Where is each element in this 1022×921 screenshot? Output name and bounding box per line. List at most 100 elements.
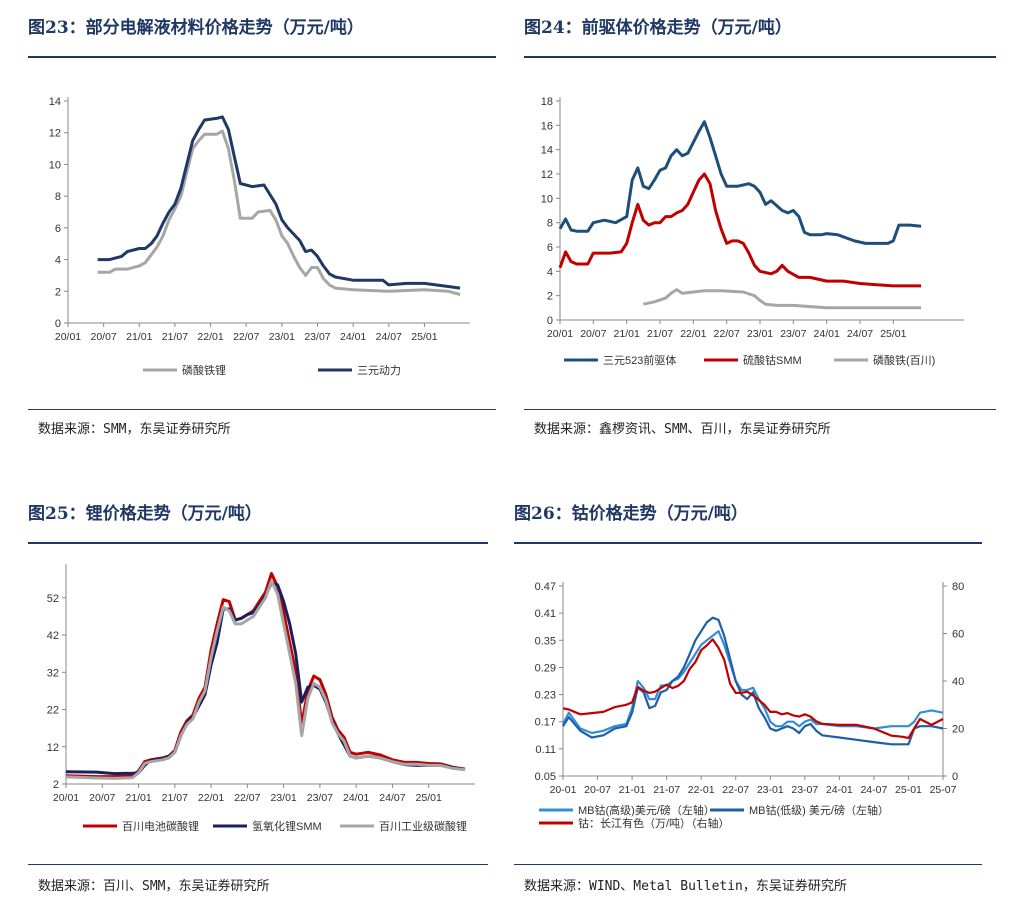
y-tick-label: 0 — [55, 318, 61, 330]
x-tick-label: 22/07 — [233, 331, 259, 343]
source-rule — [28, 409, 496, 410]
y2-tick-label: 20 — [952, 724, 964, 736]
legend-label: 三元动力 — [357, 364, 401, 377]
series-line-2 — [65, 581, 466, 776]
y-tick-label: 0.47 — [535, 581, 556, 593]
y-tick-label: 0 — [547, 315, 553, 327]
source-note: 数据来源：WIND、Metal Bulletin，东吴证券研究所 — [524, 879, 847, 894]
panel-fig23: 图23：部分电解液材料价格走势（万元/吨） 0 2 4 6 8 10 12 14 20/01 20… — [28, 0, 498, 460]
x-tick-label: 20/01 — [53, 792, 79, 804]
x-tick-label: 23/07 — [780, 328, 806, 340]
title-rule — [28, 542, 488, 544]
x-tick-label: 22/01 — [197, 331, 223, 343]
series-line-3 — [65, 579, 466, 780]
x-tick-label: 24/01 — [340, 331, 366, 343]
y-tick-label: 16 — [541, 120, 553, 132]
x-tick-label: 25/01 — [880, 328, 906, 340]
legend-label: 磷酸铁(百川) — [873, 353, 935, 367]
x-tick-label: 23-07 — [791, 784, 818, 796]
legend-label: 百川电池碳酸锂 — [122, 819, 199, 833]
x-tick-label: 20/07 — [580, 328, 606, 340]
y-tick-label: 18 — [541, 96, 553, 108]
legend-label: 硫酸钴SMM — [743, 353, 802, 367]
x-tick-label: 22/01 — [198, 792, 224, 804]
y-tick-label: 10 — [541, 193, 553, 205]
y-tick-label: 6 — [547, 242, 553, 254]
x-tick-label: 21/07 — [647, 328, 673, 340]
title-rule — [524, 56, 996, 58]
legend-label: 氢氧化锂SMM — [252, 819, 322, 833]
x-tick-label: 23/01 — [269, 331, 295, 343]
x-tick-label: 21/01 — [125, 792, 151, 804]
legend-label: 三元523前驱体 — [603, 353, 676, 367]
x-tick-label: 20-07 — [584, 784, 611, 796]
source-rule — [28, 864, 488, 865]
y-tick-label: 0.29 — [535, 662, 556, 674]
chart-fig25: 2 12 22 32 42 52 20/01 20/07 21/01 21/07 22/01 22/0… — [47, 564, 475, 833]
x-tick-label: 21/01 — [614, 328, 640, 340]
x-tick-label: 21/07 — [162, 331, 188, 343]
x-tick-label: 20-01 — [550, 784, 577, 796]
legend-label: 钴：长江有色（万/吨）（右轴） — [578, 816, 730, 830]
x-tick-label: 24/01 — [814, 328, 840, 340]
legend-label: 磷酸铁锂 — [182, 363, 226, 377]
x-tick-label: 20/01 — [547, 328, 573, 340]
x-tick-label: 22/01 — [680, 328, 706, 340]
y-tick-label: 0.23 — [535, 690, 556, 702]
chart-title: 图24：前驱体价格走势（万元/吨） — [524, 18, 792, 38]
y-tick-label: 32 — [47, 667, 59, 679]
x-tick-label: 25-07 — [930, 784, 957, 796]
x-tick-label: 24-01 — [826, 784, 853, 796]
x-tick-label: 20/01 — [55, 331, 81, 343]
series-line-1 — [97, 129, 461, 296]
panel-fig24: 图24：前驱体价格走势（万元/吨） 0 2 4 6 8 10 12 14 16 18 20/01 20… — [524, 0, 998, 460]
panel-fig26: 图26：钴价格走势（万元/吨） 0.05 0.11 0.17 0.23 0.29 0.35… — [514, 495, 984, 921]
x-tick-label: 24/07 — [379, 792, 405, 804]
title-rule — [28, 56, 496, 58]
y-tick-label: 2 — [55, 286, 61, 298]
source-note: 数据来源：SMM，东吴证券研究所 — [38, 422, 231, 437]
legend-label: MB钴(低级) 美元/磅（左轴） — [749, 803, 889, 817]
y-tick-label: 0.35 — [535, 635, 556, 647]
series-line-1 — [65, 572, 466, 779]
x-tick-label: 22/07 — [234, 792, 260, 804]
x-tick-label: 20/07 — [91, 331, 117, 343]
source-note: 数据来源：鑫椤资讯、SMM、百川，东吴证券研究所 — [534, 422, 831, 437]
y-tick-label: 22 — [47, 705, 59, 717]
y-tick-label: 0.11 — [535, 744, 556, 756]
x-tick-label: 20/07 — [89, 792, 115, 804]
series-line-2 — [97, 115, 461, 290]
x-tick-label: 24/07 — [847, 328, 873, 340]
y-tick-label: 0.17 — [535, 717, 556, 729]
title-rule — [514, 542, 982, 544]
y2-tick-label: 80 — [952, 581, 964, 593]
x-tick-label: 22/07 — [714, 328, 740, 340]
chart-title: 图25：锂价格走势（万元/吨） — [28, 504, 262, 524]
legend-label: MB钴(高级)美元/磅（左轴） — [578, 803, 715, 817]
y-tick-label: 2 — [547, 291, 553, 303]
x-tick-label: 25/01 — [411, 331, 437, 343]
chart-title: 图23：部分电解液材料价格走势（万元/吨） — [28, 18, 364, 38]
y-tick-label: 12 — [49, 128, 61, 140]
chart-fig24: 0 2 4 6 8 10 12 14 16 18 20/01 20/07 21/01 21/07 22/01… — [541, 96, 964, 367]
x-tick-label: 21/07 — [162, 792, 188, 804]
y2-tick-label: 40 — [952, 676, 964, 688]
series-line-2 — [558, 172, 922, 288]
y-tick-label: 14 — [49, 96, 61, 108]
source-rule — [524, 409, 996, 410]
y-tick-label: 4 — [547, 266, 553, 278]
x-tick-label: 22-01 — [688, 784, 715, 796]
x-tick-label: 23-01 — [757, 784, 784, 796]
series-line-1 — [558, 120, 922, 245]
x-tick-label: 24/01 — [343, 792, 369, 804]
chart-fig26: 0.05 0.11 0.17 0.23 0.29 0.35 0.41 0.47 0 20 40 60 8… — [535, 581, 965, 830]
x-tick-label: 24/07 — [376, 331, 402, 343]
y-tick-label: 4 — [55, 255, 61, 267]
series-line-3 — [642, 288, 922, 310]
series-line-3 — [562, 638, 944, 740]
y2-tick-label: 60 — [952, 629, 964, 641]
x-tick-label: 24-07 — [860, 784, 887, 796]
y-tick-label: 0.05 — [535, 771, 556, 783]
x-tick-label: 25/01 — [416, 792, 442, 804]
legend-label: 百川工业级碳酸锂 — [379, 819, 467, 833]
